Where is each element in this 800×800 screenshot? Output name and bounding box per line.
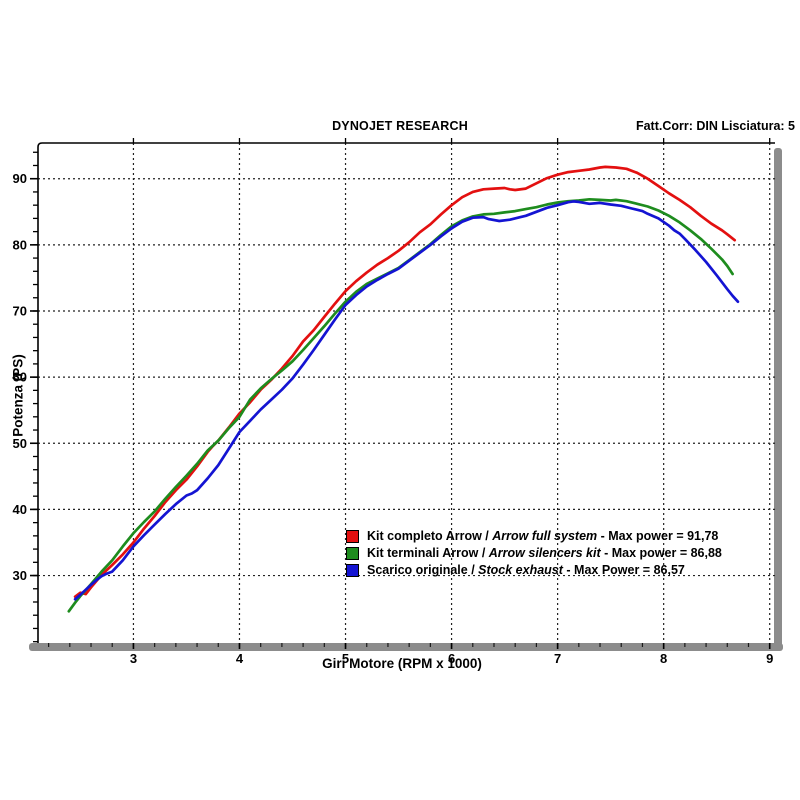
- svg-text:4: 4: [236, 651, 244, 666]
- x-ticks: [48, 138, 771, 649]
- svg-text:70: 70: [13, 303, 27, 318]
- svg-text:40: 40: [13, 502, 27, 517]
- x-tick-labels: 3 4 5 6 7 8 9: [130, 651, 773, 666]
- svg-text:9: 9: [766, 651, 773, 666]
- svg-text:30: 30: [13, 568, 27, 583]
- x-axis-title: Giri Motore (RPM x 1000): [322, 656, 482, 671]
- svg-text:60: 60: [13, 370, 27, 385]
- y-tick-labels: 30 40 50 60 70 80 90: [13, 171, 27, 583]
- svg-text:7: 7: [554, 651, 561, 666]
- svg-text:50: 50: [13, 436, 27, 451]
- svg-text:80: 80: [13, 237, 27, 252]
- plot-frame: [37, 142, 775, 643]
- svg-text:5: 5: [342, 651, 349, 666]
- legend: Kit completo Arrow / Arrow full system -…: [346, 528, 722, 579]
- power-curve-0: [73, 165, 737, 599]
- y-axis-title: Potenza (PS): [10, 354, 26, 437]
- svg-text:90: 90: [13, 171, 27, 186]
- legend-label: Kit terminali Arrow / Arrow silencers ki…: [367, 546, 722, 560]
- axis-bars: [29, 148, 783, 651]
- legend-label: Scarico originale / Stock exhaust - Max …: [367, 563, 685, 577]
- legend-item: Scarico originale / Stock exhaust - Max …: [346, 562, 722, 579]
- y-ticks: [30, 151, 38, 643]
- svg-text:8: 8: [660, 651, 667, 666]
- power-curve-2: [73, 200, 740, 601]
- legend-label: Kit completo Arrow / Arrow full system -…: [367, 529, 719, 543]
- svg-text:6: 6: [448, 651, 455, 666]
- correction-info: Fatt.Corr: DIN Lisciatura: 5: [635, 119, 795, 133]
- x-gridlines: [132, 143, 771, 643]
- legend-color-swatch-blue: [346, 564, 359, 577]
- legend-color-swatch-green: [346, 547, 359, 560]
- svg-text:3: 3: [130, 651, 137, 666]
- legend-item: Kit completo Arrow / Arrow full system -…: [346, 528, 722, 545]
- legend-item: Kit terminali Arrow / Arrow silencers ki…: [346, 545, 722, 562]
- plot-area: [38, 143, 775, 643]
- legend-color-swatch-red: [346, 530, 359, 543]
- page-title: DYNOJET RESEARCH: [332, 119, 468, 133]
